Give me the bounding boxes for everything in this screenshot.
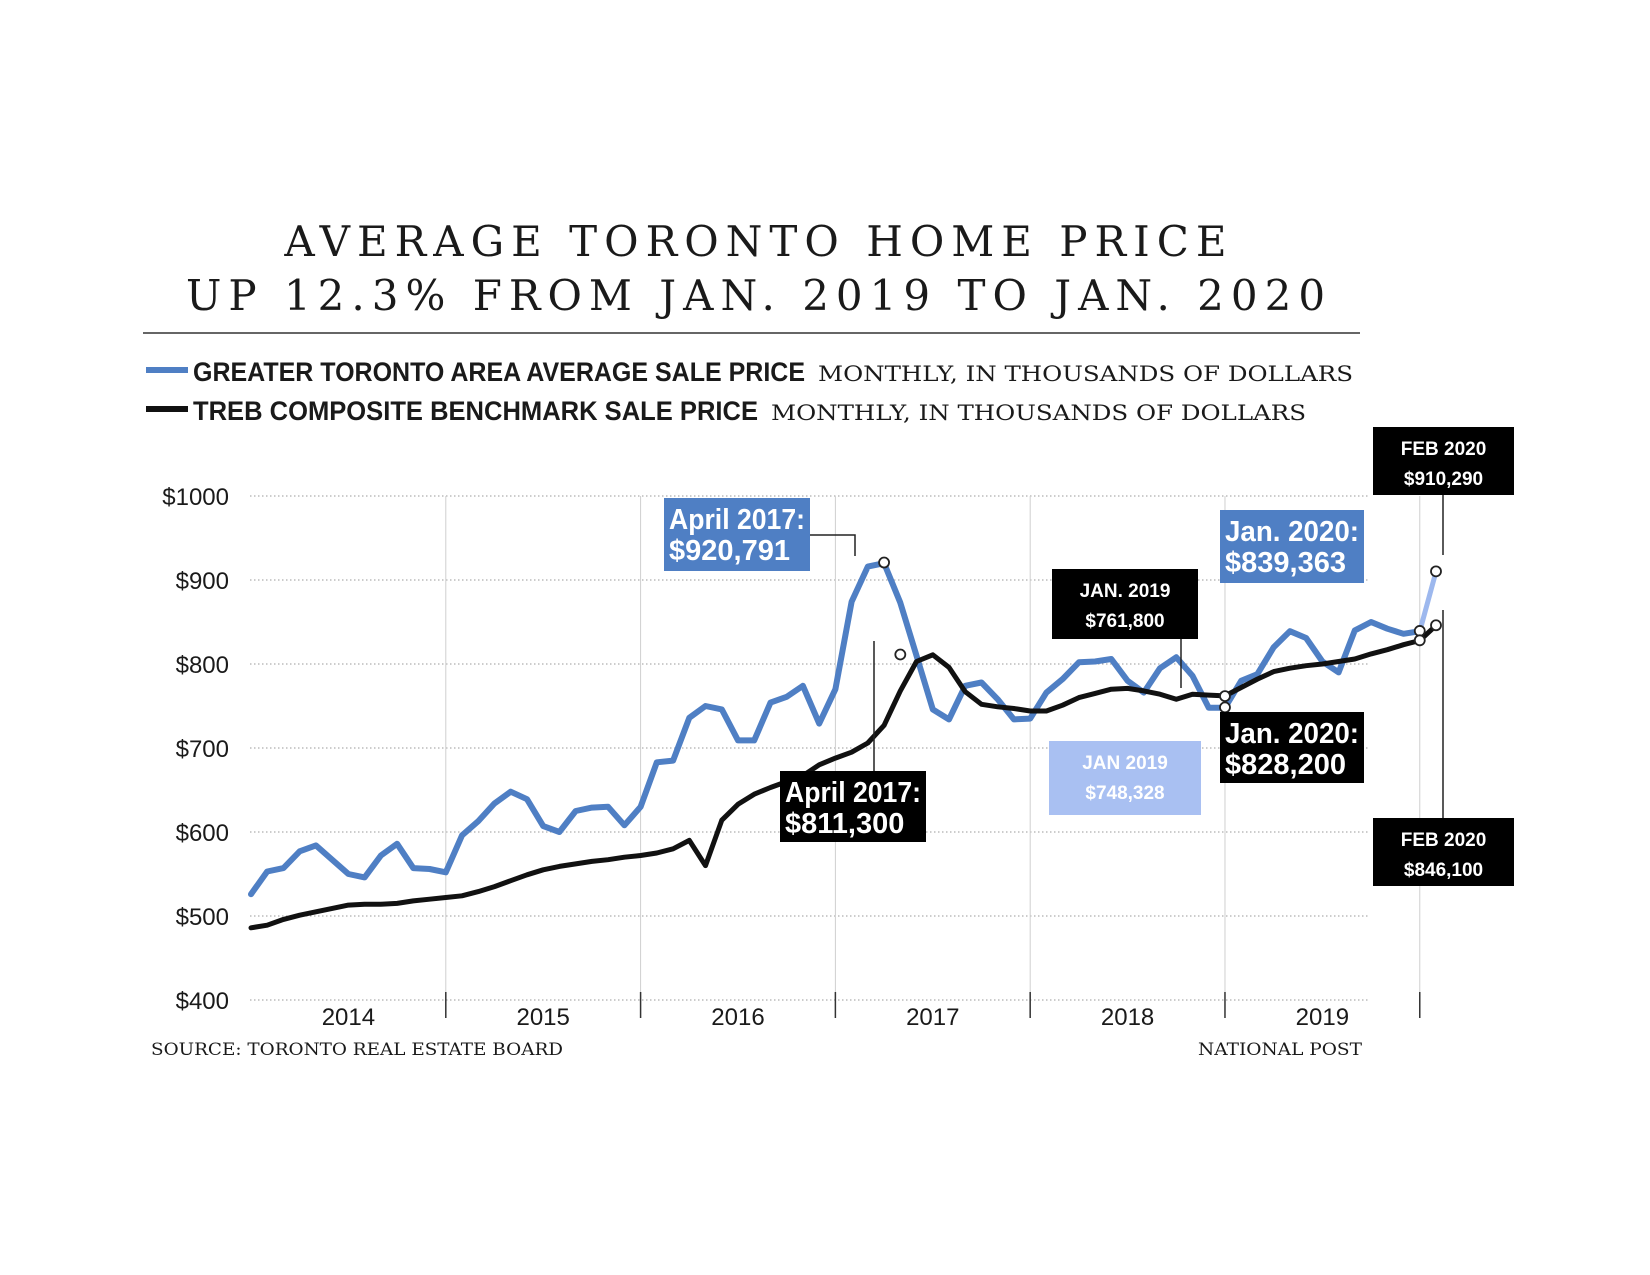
x-tick-label: 2018 xyxy=(1101,1004,1154,1031)
annotation-box xyxy=(1373,427,1514,495)
annotation-box xyxy=(780,771,926,842)
annotation-label-line2: $761,800 xyxy=(1085,611,1164,632)
annotation-label-line1: FEB 2020 xyxy=(1401,830,1487,851)
annotation-label-line2: $828,200 xyxy=(1225,749,1346,781)
annotation-label-line2: $839,363 xyxy=(1225,547,1346,579)
annotation-leader xyxy=(810,534,856,556)
y-tick-label: $900 xyxy=(176,568,229,595)
annotation-label-line1: April 2017: xyxy=(669,504,805,536)
annotation-marker xyxy=(1219,690,1231,702)
annotation-label-line1: FEB 2020 xyxy=(1401,439,1487,460)
x-axis-year-labels: 2014 2015 2016 2017 2018 2019 xyxy=(322,1004,1349,1031)
annotation-label-line1: Jan. 2020: xyxy=(1225,516,1359,548)
annotation-marker xyxy=(894,648,907,661)
annotation-label-line1: April 2017: xyxy=(785,777,921,809)
legend-note-treb: MONTHLY, IN THOUSANDS OF DOLLARS xyxy=(771,401,1306,425)
annotation-label-line2: $846,100 xyxy=(1404,860,1483,881)
legend-label-treb: TREB COMPOSITE BENCHMARK SALE PRICE xyxy=(193,396,758,426)
annotation-box xyxy=(1373,818,1514,886)
annotation-box xyxy=(664,498,810,571)
annotation-box xyxy=(1220,510,1364,583)
chart-subtitle: UP 12.3% FROM JAN. 2019 TO JAN. 2020 xyxy=(186,271,1332,320)
legend-label-gta: GREATER TORONTO AREA AVERAGE SALE PRICE xyxy=(193,357,805,387)
x-tick-label: 2015 xyxy=(516,1004,569,1031)
series-line-gta-projection xyxy=(1417,569,1439,634)
y-tick-label: $400 xyxy=(176,988,229,1015)
x-tick-label: 2017 xyxy=(906,1004,959,1031)
annotation-box xyxy=(1049,741,1201,815)
legend-note-gta: MONTHLY, IN THOUSANDS OF DOLLARS xyxy=(818,362,1353,386)
legend: GREATER TORONTO AREA AVERAGE SALE PRICE … xyxy=(146,357,1353,426)
annotation-box xyxy=(1052,569,1198,639)
y-tick-label: $800 xyxy=(176,652,229,679)
y-axis-tick-labels: $1000 $900 $800 $700 $600 $500 $400 xyxy=(162,484,229,1015)
annotation-label-line1: JAN. 2019 xyxy=(1080,581,1171,602)
annotation-label-line2: $910,290 xyxy=(1404,469,1483,490)
x-tick-label: 2016 xyxy=(711,1004,764,1031)
y-tick-label: $500 xyxy=(176,904,229,931)
annotation-box xyxy=(1220,712,1364,783)
annotation-marker xyxy=(878,556,890,569)
annotation-label-line1: JAN 2019 xyxy=(1082,753,1168,774)
x-tick-label: 2019 xyxy=(1296,1004,1349,1031)
annotation-label-line2: $748,328 xyxy=(1085,783,1164,804)
annotation-marker xyxy=(1430,565,1442,578)
y-tick-label: $700 xyxy=(176,736,229,763)
x-tick-label: 2014 xyxy=(322,1004,375,1031)
annotation-label-line2: $811,300 xyxy=(785,808,904,840)
annotation-marker xyxy=(1413,634,1426,647)
annotation-label-line2: $920,791 xyxy=(669,535,790,567)
source-note: SOURCE: TORONTO REAL ESTATE BOARD xyxy=(151,1040,563,1060)
credit-note: NATIONAL POST xyxy=(1198,1040,1363,1060)
y-tick-label: $1000 xyxy=(162,484,229,511)
annotation-marker xyxy=(1430,619,1442,632)
y-tick-label: $600 xyxy=(176,820,229,847)
annotation-marker xyxy=(1219,701,1231,714)
chart-title: AVERAGE TORONTO HOME PRICE xyxy=(283,217,1233,266)
annotation-label-line1: Jan. 2020: xyxy=(1225,718,1359,750)
series-line-treb xyxy=(248,622,1439,931)
